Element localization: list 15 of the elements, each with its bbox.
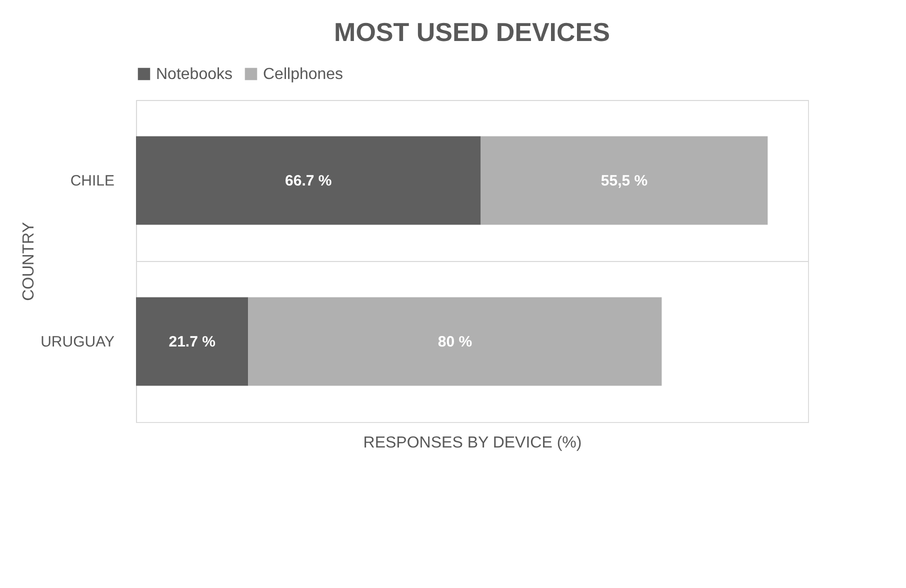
data-label: 21.7 % [168, 334, 216, 350]
y-axis-title: COUNTRY [20, 222, 38, 301]
bar [136, 136, 481, 225]
bar [248, 297, 662, 386]
y-tick-label: URUGUAY [40, 334, 114, 350]
y-tick-label: CHILE [70, 172, 114, 190]
bar [136, 297, 248, 386]
data-label: 55,5 % [600, 172, 648, 190]
data-label: 66.7 % [285, 172, 332, 190]
data-label: 80 % [438, 334, 472, 350]
bar [480, 136, 768, 225]
legend-label: Cellphones [263, 66, 344, 83]
chart-title: MOST USED DEVICES [334, 17, 610, 47]
legend-label: Notebooks [156, 66, 232, 83]
x-axis-title: RESPONSES BY DEVICE (%) [363, 434, 582, 452]
